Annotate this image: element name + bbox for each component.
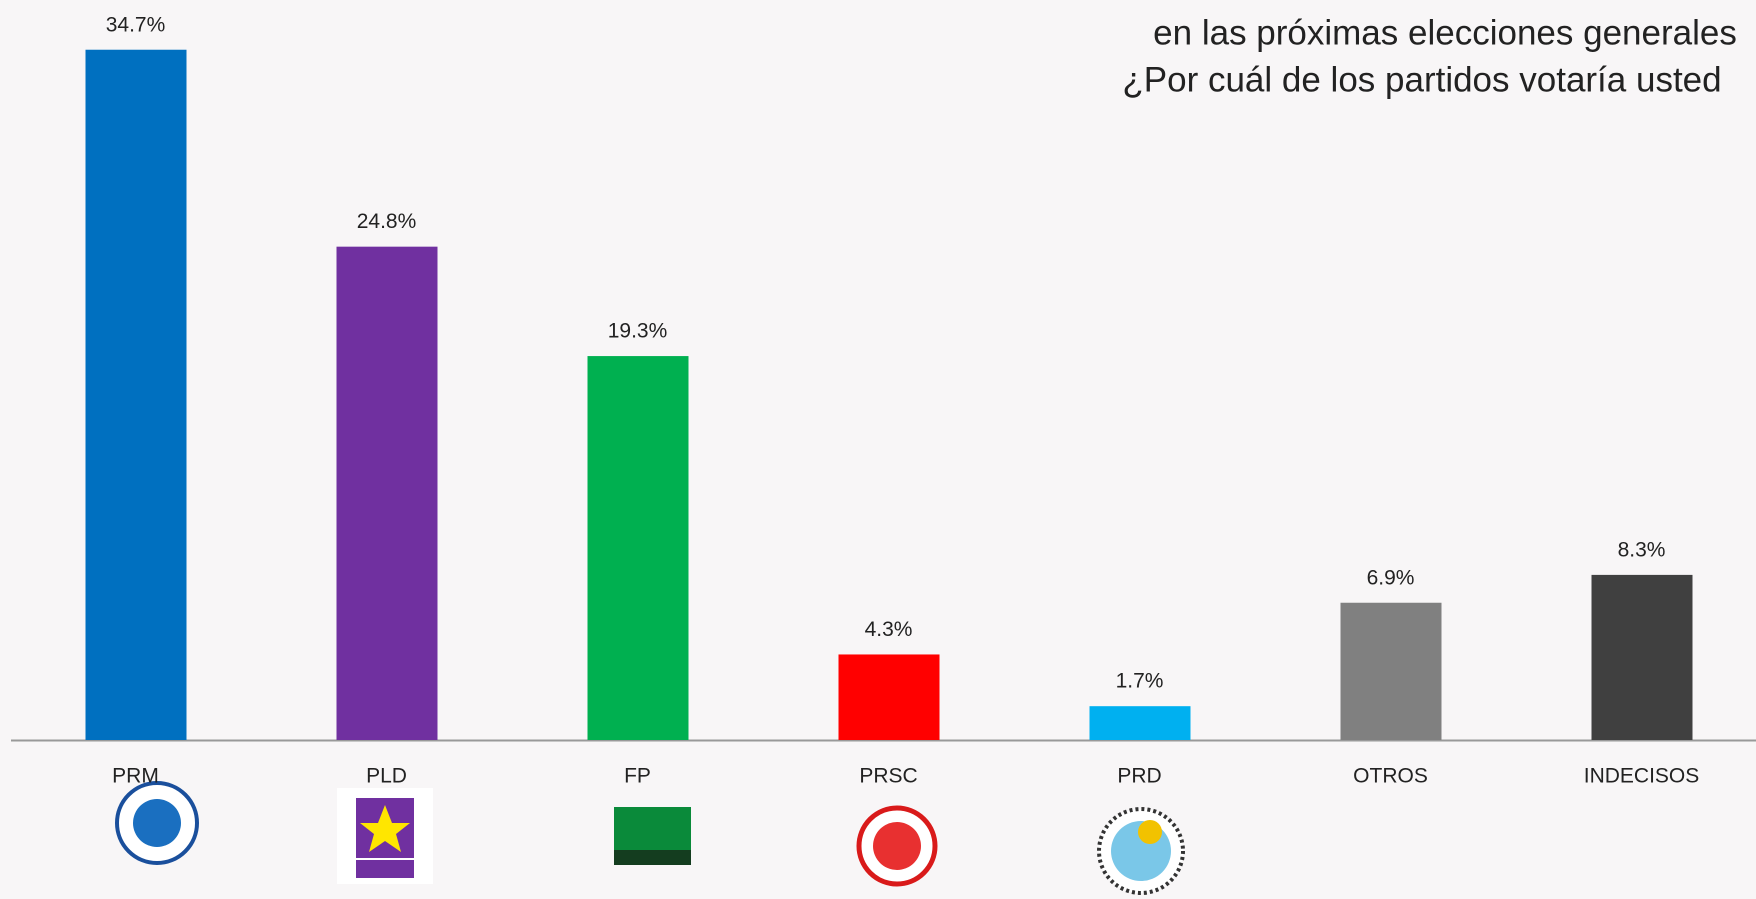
x-tick-label: PRSC	[859, 765, 917, 788]
value-label: 8.3%	[1618, 538, 1666, 561]
bar	[1089, 706, 1191, 740]
value-label: 24.8%	[357, 210, 417, 233]
logo-fp-band	[614, 850, 691, 865]
value-label: 6.9%	[1367, 566, 1415, 589]
x-tick-label: PRD	[1117, 765, 1161, 788]
x-tick-label: OTROS	[1353, 765, 1428, 788]
chart-title-line: en las próximas elecciones generales	[1153, 13, 1737, 52]
logo-pld-star	[360, 805, 410, 852]
value-label: 1.7%	[1116, 670, 1164, 693]
chart-title-line: ¿Por cuál de los partidos votaría usted	[1122, 60, 1721, 99]
x-tick-label: FP	[624, 765, 651, 788]
logo-pld-text	[356, 860, 414, 878]
value-label: 4.3%	[865, 618, 913, 641]
logo-prsc-inner	[873, 822, 921, 870]
bar	[587, 356, 689, 740]
party-logos	[115, 781, 1185, 895]
value-label: 19.3%	[608, 320, 668, 343]
bar	[336, 246, 438, 740]
bar	[85, 49, 187, 740]
bar	[1591, 574, 1693, 740]
value-label: 34.7%	[106, 13, 166, 36]
bar	[838, 654, 940, 740]
logo-prd-sun	[1138, 820, 1162, 844]
x-tick-label: PLD	[366, 765, 407, 788]
bar	[1340, 602, 1442, 740]
x-tick-label: PRM	[112, 765, 159, 788]
x-tick-label: INDECISOS	[1584, 765, 1700, 788]
logo-prm-inner	[133, 799, 181, 847]
